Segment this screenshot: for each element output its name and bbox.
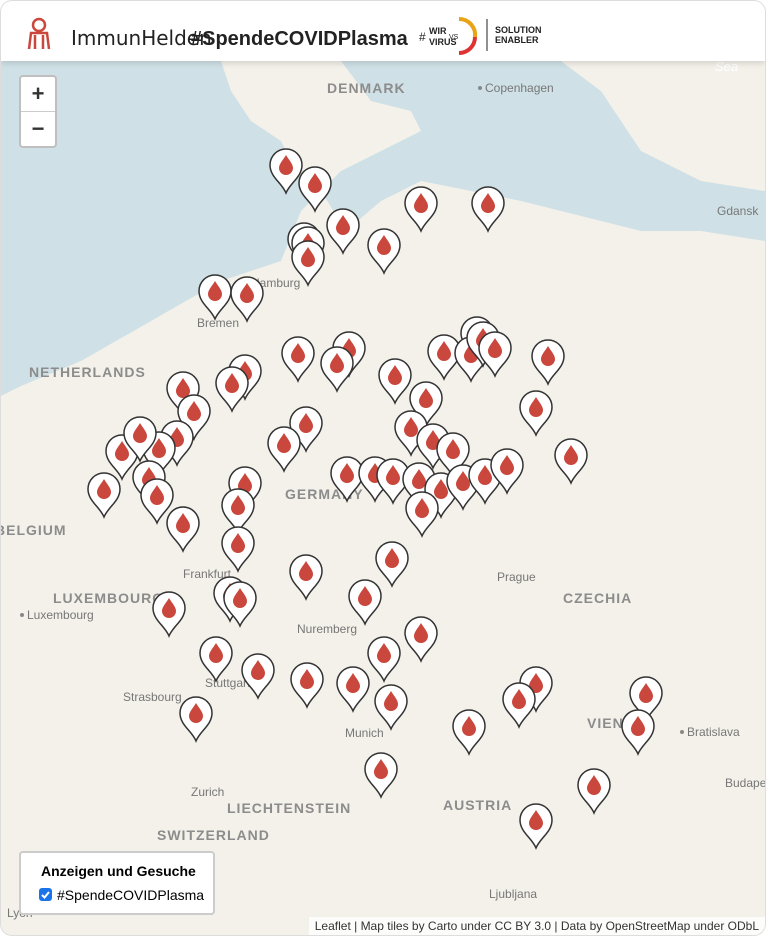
town-dot (20, 613, 24, 617)
zoom-out[interactable]: − (21, 111, 55, 146)
header-bar: ImmunHelden #SpendeCOVIDPlasma # WIR VS … (27, 16, 542, 55)
partner-arc (458, 36, 477, 55)
partner-line1: SOLUTION (495, 25, 542, 35)
map-label: LIECHTENSTEIN (227, 800, 351, 816)
map-label: Copenhagen (485, 81, 554, 95)
land (221, 61, 421, 191)
partner-wir: WIR (429, 26, 447, 36)
map-label: SWITZERLAND (157, 827, 270, 843)
map-label: CZECHIA (563, 590, 632, 606)
header: ImmunHelden #SpendeCOVIDPlasma # WIR VS … (1, 1, 765, 61)
sea (1, 61, 765, 396)
logo-icon (27, 17, 51, 50)
legend: Anzeigen und Gesuche #SpendeCOVIDPlasma (19, 851, 215, 915)
map-label: Bratislava (687, 725, 740, 739)
land (561, 61, 765, 161)
attribution: Leaflet | Map tiles by Carto under CC BY… (308, 917, 765, 935)
legend-option[interactable]: #SpendeCOVIDPlasma (57, 887, 205, 903)
zoom-in[interactable]: + (31, 81, 45, 106)
map-label: NETHERLANDS (29, 364, 146, 380)
map-label: Budapest (725, 776, 765, 790)
partner-hash: # (419, 30, 426, 44)
map-label: Frankfurt (183, 567, 232, 581)
brand: ImmunHelden (71, 26, 212, 50)
map-label: Strasbourg (123, 690, 182, 704)
legend-title: Anzeigen und Gesuche (41, 863, 196, 879)
hashtag: #SpendeCOVIDPlasma (191, 28, 409, 50)
map-label: Munich (345, 726, 384, 740)
map-label: Ljubljana (489, 887, 537, 901)
town-dot (680, 730, 684, 734)
partner-arc (458, 16, 478, 38)
map-label: Zurich (191, 785, 224, 799)
map-label: Gdansk (717, 204, 759, 218)
map-label: DENMARK (327, 80, 406, 96)
partner-virus: VIRUS (429, 37, 457, 47)
zoom-control: + − (19, 75, 57, 148)
town-dot (478, 86, 482, 90)
map-label: Hamburg (251, 276, 300, 290)
map-label: Sea (715, 59, 738, 74)
map-label: BELGIUM (1, 522, 67, 538)
map-label: AUSTRIA (443, 797, 512, 813)
checkbox[interactable] (39, 888, 52, 901)
partner-line2: ENABLER (495, 35, 539, 45)
map-label: Prague (497, 570, 536, 584)
map-label: Bremen (197, 316, 239, 330)
map-label: LUXEMBOURG (53, 590, 164, 606)
map-label: Luxembourg (27, 608, 94, 622)
partner-vs: VS (449, 34, 459, 41)
map-label: Nuremberg (297, 622, 357, 636)
